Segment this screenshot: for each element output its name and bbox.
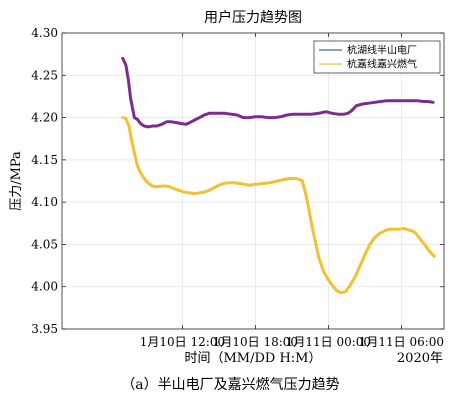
series-layer (121, 56, 436, 295)
chart-title: 用户压力趋势图 (204, 9, 302, 26)
x-tick-label: 1月11日 06:00 (359, 335, 444, 349)
legend-box (313, 40, 441, 74)
x-tick-label: 1月10日 12:00 (140, 335, 225, 349)
y-tick-label: 4.15 (31, 153, 58, 167)
y-tick-label: 4.05 (31, 237, 58, 251)
series-line-1 (121, 56, 435, 129)
plot-area (62, 33, 444, 329)
x-axis-label: 时间（MM/DD H:M） (184, 351, 321, 366)
y-tick-label: 4.25 (31, 68, 58, 82)
x-tick-label: 1月11日 00:00 (286, 335, 371, 349)
series-line-2 (121, 116, 436, 295)
year-label: 2020年 (397, 351, 443, 366)
ticks: 3.95 4.00 4.05 4.10 4.15 4.20 4.25 4.30 1月10日 12… (31, 26, 444, 349)
y-tick-label: 3.95 (31, 322, 58, 336)
figure-caption: （a）半山电厂及嘉兴燃气压力趋势 (121, 377, 340, 393)
x-tick-label: 1月10日 18:00 (213, 335, 298, 349)
y-tick-label: 4.10 (31, 195, 58, 209)
y-tick-label: 4.20 (31, 111, 58, 125)
y-tick-label: 4.30 (31, 26, 58, 40)
y-tick-label: 4.00 (31, 280, 58, 294)
legend-entry: 杭嘉线嘉兴燃气 (347, 58, 417, 71)
plot-frame (61, 32, 445, 330)
y-axis-label: 压力/MPa (9, 151, 24, 211)
legend-entry: 杭湖线半山电厂 (347, 44, 417, 57)
